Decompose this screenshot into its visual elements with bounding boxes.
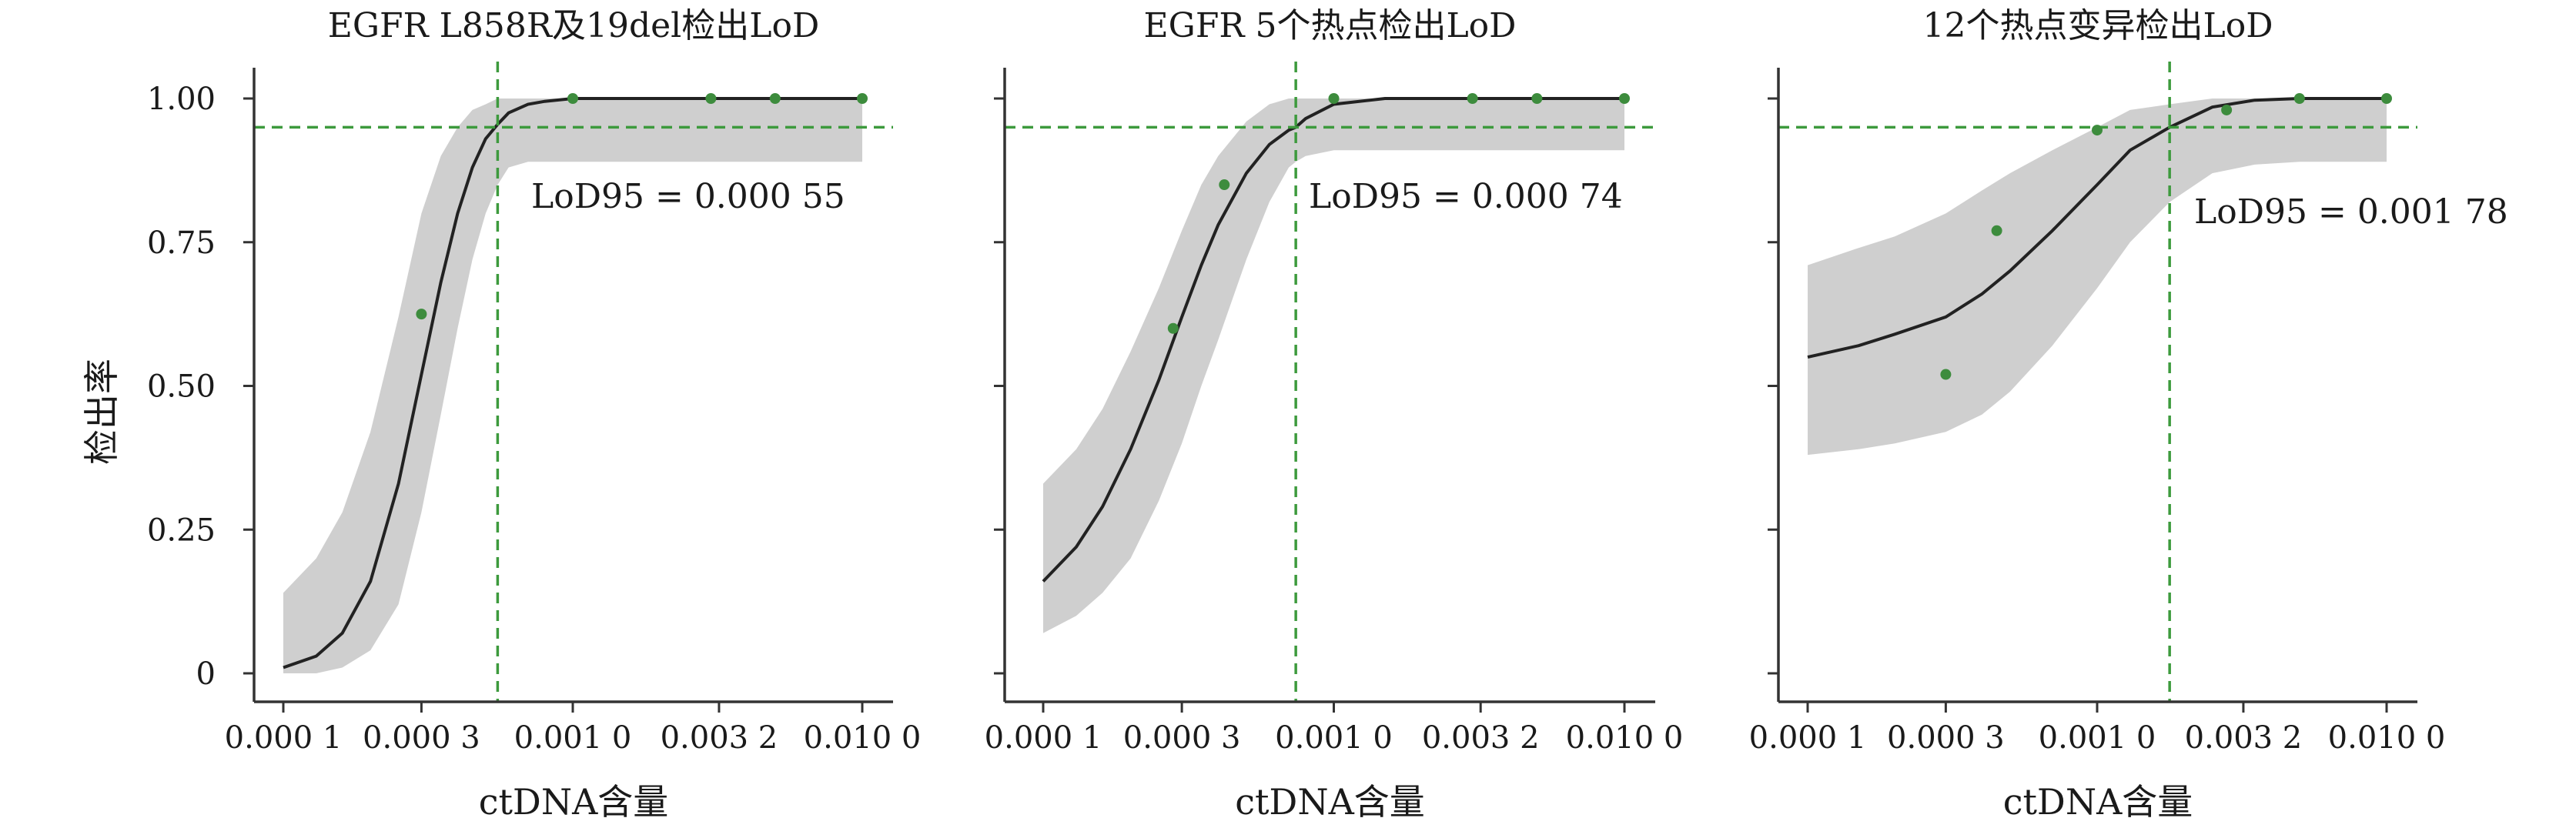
data-point bbox=[769, 93, 781, 104]
fit-curve bbox=[1042, 97, 1624, 583]
x-axis-label: ctDNA含量 bbox=[1235, 781, 1425, 823]
data-point bbox=[567, 93, 578, 104]
y-tick-label: 0.50 bbox=[147, 369, 216, 405]
lod95-annotation: LoD95 = 0.001 78 bbox=[2194, 192, 2508, 232]
panel-2: 0.000 1 0.000 3 0.001 0 0.003 2 0.010 0 EGFR … bbox=[985, 6, 1684, 823]
x-tick-label: 0.000 1 bbox=[225, 720, 343, 756]
data-point bbox=[2092, 125, 2103, 136]
confidence-band bbox=[1808, 98, 2387, 456]
data-point bbox=[1531, 93, 1543, 104]
x-tick-label: 0.000 3 bbox=[363, 720, 480, 756]
y-tick-label: 0 bbox=[196, 656, 216, 692]
confidence-band bbox=[1043, 98, 1624, 633]
data-point bbox=[1991, 225, 2002, 236]
lod95-annotation: LoD95 = 0.000 74 bbox=[1309, 177, 1623, 216]
chart-title: 12个热点变异检出LoD bbox=[1923, 6, 2273, 45]
confidence-band bbox=[283, 98, 862, 673]
data-point bbox=[1940, 369, 1952, 380]
data-point bbox=[1219, 179, 1230, 191]
x-tick-label: 0.010 0 bbox=[1566, 720, 1684, 756]
x-tick-label: 0.001 0 bbox=[1275, 720, 1393, 756]
x-tick-label: 0.000 1 bbox=[1749, 720, 1867, 756]
chart-title: EGFR 5个热点检出LoD bbox=[1144, 6, 1517, 45]
data-point bbox=[416, 309, 427, 320]
data-point bbox=[2381, 93, 2392, 104]
data-point bbox=[1467, 93, 1478, 104]
x-tick-label: 0.003 2 bbox=[661, 720, 778, 756]
y-tick-label: 1.00 bbox=[147, 82, 216, 117]
chart-title: EGFR L858R及19del检出LoD bbox=[328, 6, 820, 45]
x-axis-label: ctDNA含量 bbox=[2003, 781, 2193, 823]
x-tick-label: 0.003 2 bbox=[1422, 720, 1540, 756]
data-point bbox=[705, 93, 717, 104]
fit-curve bbox=[1807, 97, 2387, 359]
y-tick-label: 0.25 bbox=[147, 512, 216, 548]
data-point bbox=[1167, 322, 1179, 334]
panel-1: 0.000 1 0.000 3 0.001 0 0.003 2 0.010 0 0 0.25… bbox=[147, 6, 921, 823]
y-tick-label: 0.75 bbox=[147, 225, 216, 261]
x-axis-label: ctDNA含量 bbox=[479, 781, 669, 823]
x-tick-label: 0.000 3 bbox=[1887, 720, 2005, 756]
x-tick-label: 0.003 2 bbox=[2185, 720, 2303, 756]
data-point bbox=[2293, 93, 2305, 104]
x-tick-label: 0.010 0 bbox=[804, 720, 922, 756]
x-tick-label: 0.000 3 bbox=[1123, 720, 1241, 756]
lod95-annotation: LoD95 = 0.000 55 bbox=[531, 177, 845, 216]
y-axis-label: 检出率 bbox=[81, 359, 122, 465]
x-tick-label: 0.010 0 bbox=[2328, 720, 2446, 756]
data-point bbox=[2221, 104, 2233, 115]
data-point bbox=[1619, 93, 1630, 104]
data-point bbox=[1328, 93, 1340, 104]
panel-3: 0.000 1 0.000 3 0.001 0 0.003 2 0.010 0 12个热点… bbox=[1749, 6, 2508, 823]
data-point bbox=[857, 93, 868, 104]
fit-curve bbox=[283, 97, 862, 669]
x-tick-label: 0.000 1 bbox=[985, 720, 1102, 756]
x-tick-label: 0.001 0 bbox=[2039, 720, 2156, 756]
x-tick-label: 0.001 0 bbox=[514, 720, 632, 756]
